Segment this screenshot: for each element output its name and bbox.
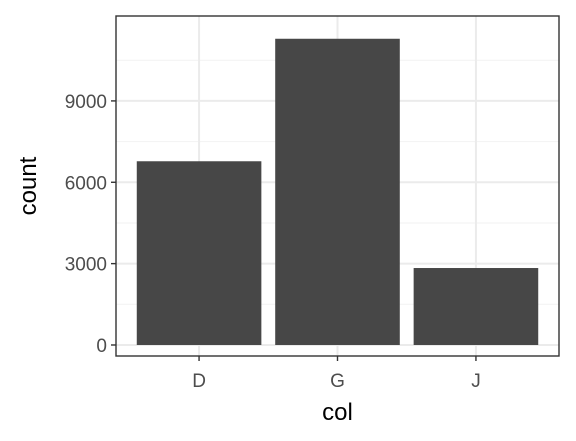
x-tick-label: G [330, 371, 345, 392]
y-axis-title: count [15, 156, 42, 215]
bar-J [413, 268, 539, 345]
y-tick-label: 9000 [65, 92, 107, 113]
x-tick-label: J [471, 371, 481, 392]
y-tick-label: 0 [96, 336, 107, 357]
bar-D [136, 161, 262, 345]
bar-G [275, 38, 400, 345]
panel-border [115, 15, 560, 357]
y-axis-ticks: 0 3000 6000 9000 [65, 92, 116, 357]
y-tick-label: 3000 [65, 255, 107, 276]
bars [136, 38, 539, 345]
x-tick-label: D [192, 371, 206, 392]
y-tick-label: 6000 [65, 173, 107, 194]
x-axis-title: col [322, 399, 353, 426]
